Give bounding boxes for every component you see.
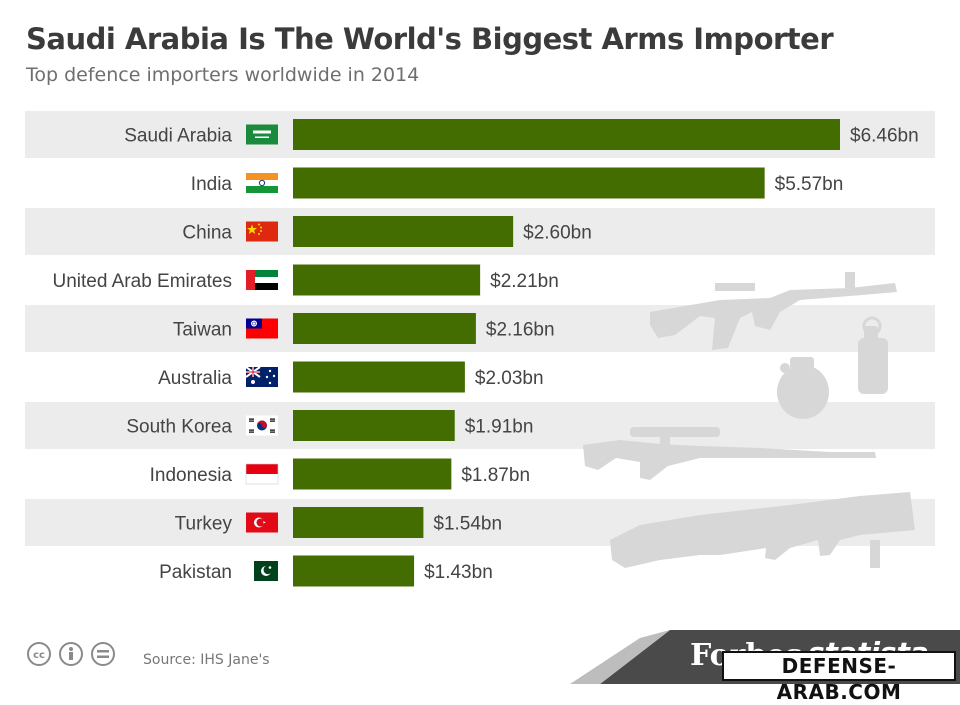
attribution-icon [59,642,83,666]
value-label: $2.21bn [490,271,559,292]
bar-row: Australia $2.03bn [158,361,544,393]
flag-taiwan-icon [246,318,278,339]
bar [293,119,840,150]
flag-uae-icon [246,270,278,290]
value-label: $1.87bn [461,465,530,486]
source-note: Source: IHS Jane's [143,652,270,668]
category-label: India [191,174,233,195]
bar [293,410,455,441]
flag-south-korea-icon [246,415,278,436]
bar-rows: Saudi Arabia $6.46bn India $5.57bn China $2.6… [52,119,919,587]
bar [293,167,765,199]
category-label: Pakistan [159,562,232,583]
row-band [25,305,935,352]
flag-turkey-icon [246,512,278,533]
bar [293,507,424,538]
bar [293,458,452,490]
bar [293,264,481,296]
flag-saudi-arabia-icon [246,124,278,145]
smoke-grenade-icon [858,316,888,394]
flag-indonesia-icon [245,463,279,485]
category-label: United Arab Emirates [52,271,232,292]
bar-row: Indonesia $1.87bn [150,458,530,490]
bar-row: India $5.57bn [191,167,844,199]
value-label: $2.16bn [486,320,555,341]
row-band [25,402,935,449]
value-label: $1.54bn [433,514,502,535]
bar [293,313,476,344]
category-label: China [182,223,232,244]
chart-title: Saudi Arabia Is The World's Biggest Arms… [26,22,834,56]
bar-row: Turkey $1.54bn [175,507,502,538]
bar [293,555,415,587]
value-label: $2.03bn [475,368,544,389]
svg-text:cc: cc [33,650,45,661]
bar-row: Pakistan $1.43bn [159,555,493,587]
flag-pakistan-icon [246,561,278,581]
bar-row: United Arab Emirates $2.21bn [52,264,559,296]
category-label: Indonesia [150,465,233,486]
grenade-icon [777,357,829,419]
row-bands [25,111,935,546]
flag-india-icon [246,173,278,193]
bar [293,361,465,393]
value-label: $1.91bn [465,417,534,438]
category-label: Turkey [175,514,233,535]
bar-row: Taiwan $2.16bn [173,313,555,344]
sniper-rifle-icon [583,427,876,480]
no-derivatives-icon [91,642,115,666]
bar-row: China $2.60bn [182,216,592,247]
flag-china-icon [246,221,278,242]
value-label: $6.46bn [850,126,919,147]
category-label: Australia [158,368,232,389]
category-label: Saudi Arabia [124,126,232,147]
value-label: $1.43bn [424,562,493,583]
value-label: $2.60bn [523,223,592,244]
bar [293,216,514,247]
cc-icon: cc [27,642,51,666]
rifle-icon [650,272,897,350]
category-label: South Korea [126,417,232,438]
bar-row: Saudi Arabia $6.46bn [124,119,919,150]
weapon-silhouettes-decoration [583,272,915,568]
chart-subtitle: Top defence importers worldwide in 2014 [26,64,420,86]
rocket-launcher-icon [610,492,915,568]
bar-chart: Saudi Arabia $6.46bn India $5.57bn China $2.6… [25,111,935,587]
category-label: Taiwan [173,320,232,341]
bar-row: South Korea $1.91bn [126,410,533,441]
license-icons: cc [27,642,115,666]
value-label: $5.57bn [775,174,844,195]
watermark: DEFENSE-ARAB.COM [722,651,956,704]
flag-australia-icon [245,366,278,387]
